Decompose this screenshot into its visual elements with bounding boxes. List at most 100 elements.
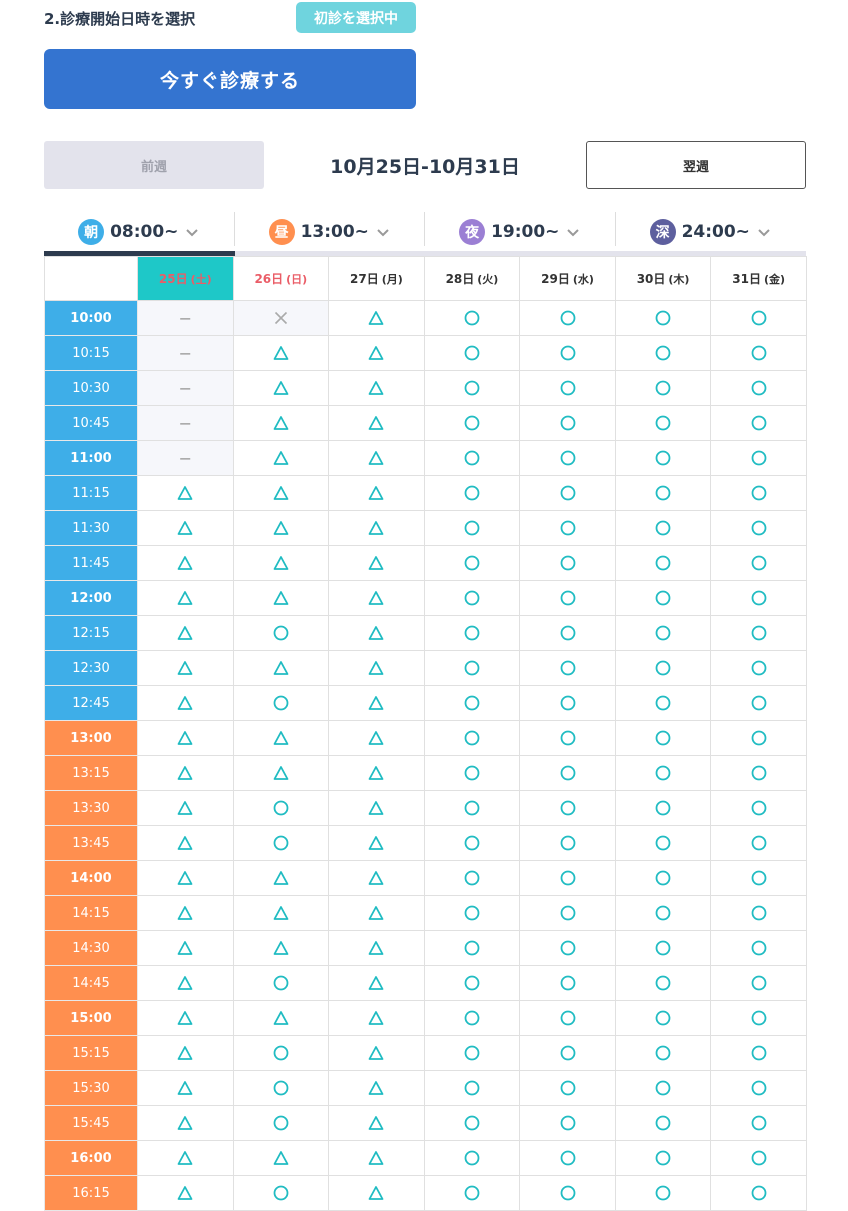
slot-cell[interactable] bbox=[423, 895, 521, 931]
slot-cell[interactable] bbox=[519, 1105, 616, 1141]
slot-cell[interactable] bbox=[423, 510, 521, 546]
slot-cell[interactable] bbox=[710, 335, 807, 371]
slot-cell[interactable] bbox=[232, 440, 330, 476]
slot-cell[interactable] bbox=[710, 1175, 807, 1211]
slot-cell[interactable] bbox=[519, 510, 616, 546]
slot-cell[interactable] bbox=[232, 860, 330, 896]
slot-cell[interactable] bbox=[328, 440, 425, 476]
slot-cell[interactable] bbox=[137, 685, 234, 721]
slot-cell[interactable] bbox=[519, 335, 616, 371]
slot-cell[interactable] bbox=[232, 930, 330, 966]
slot-cell[interactable] bbox=[614, 755, 712, 791]
slot-cell[interactable] bbox=[519, 965, 616, 1001]
slot-cell[interactable] bbox=[614, 510, 712, 546]
slot-cell[interactable] bbox=[423, 1140, 521, 1176]
slot-cell[interactable] bbox=[614, 965, 712, 1001]
slot-cell[interactable] bbox=[328, 685, 425, 721]
slot-cell[interactable] bbox=[137, 1000, 234, 1036]
slot-cell[interactable] bbox=[328, 755, 425, 791]
slot-cell[interactable] bbox=[614, 860, 712, 896]
slot-cell[interactable] bbox=[328, 720, 425, 756]
slot-cell[interactable] bbox=[137, 895, 234, 931]
slot-cell[interactable] bbox=[614, 825, 712, 861]
slot-cell[interactable] bbox=[137, 965, 234, 1001]
slot-cell[interactable] bbox=[328, 475, 425, 511]
slot-cell[interactable] bbox=[423, 405, 521, 441]
slot-cell[interactable] bbox=[328, 510, 425, 546]
slot-cell[interactable] bbox=[423, 825, 521, 861]
slot-cell[interactable] bbox=[232, 895, 330, 931]
slot-cell[interactable] bbox=[710, 1105, 807, 1141]
slot-cell[interactable] bbox=[710, 720, 807, 756]
slot-cell[interactable] bbox=[519, 440, 616, 476]
slot-cell[interactable] bbox=[614, 475, 712, 511]
slot-cell[interactable] bbox=[710, 545, 807, 581]
slot-cell[interactable] bbox=[328, 1175, 425, 1211]
slot-cell[interactable] bbox=[614, 300, 712, 336]
slot-cell[interactable] bbox=[710, 300, 807, 336]
slot-cell[interactable] bbox=[519, 720, 616, 756]
slot-cell[interactable] bbox=[232, 1105, 330, 1141]
slot-cell[interactable] bbox=[232, 965, 330, 1001]
slot-cell[interactable] bbox=[232, 510, 330, 546]
slot-cell[interactable] bbox=[710, 930, 807, 966]
slot-cell[interactable] bbox=[614, 720, 712, 756]
period-tab-3[interactable]: 夜 19:00~ bbox=[425, 208, 616, 256]
slot-cell[interactable] bbox=[232, 1000, 330, 1036]
slot-cell[interactable] bbox=[137, 650, 234, 686]
slot-cell[interactable] bbox=[614, 405, 712, 441]
slot-cell[interactable] bbox=[137, 1175, 234, 1211]
slot-cell[interactable] bbox=[519, 1035, 616, 1071]
prev-week-button[interactable]: 前週 bbox=[44, 141, 264, 189]
slot-cell[interactable] bbox=[232, 1175, 330, 1211]
slot-cell[interactable] bbox=[423, 1035, 521, 1071]
slot-cell[interactable] bbox=[423, 1175, 521, 1211]
slot-cell[interactable] bbox=[137, 930, 234, 966]
slot-cell[interactable] bbox=[137, 1035, 234, 1071]
slot-cell[interactable] bbox=[328, 1070, 425, 1106]
slot-cell[interactable] bbox=[328, 825, 425, 861]
slot-cell[interactable] bbox=[328, 545, 425, 581]
slot-cell[interactable] bbox=[328, 650, 425, 686]
slot-cell[interactable] bbox=[328, 1000, 425, 1036]
slot-cell[interactable] bbox=[137, 580, 234, 616]
slot-cell[interactable] bbox=[519, 1175, 616, 1211]
slot-cell[interactable] bbox=[232, 650, 330, 686]
slot-cell[interactable] bbox=[423, 580, 521, 616]
slot-cell[interactable] bbox=[328, 790, 425, 826]
slot-cell[interactable] bbox=[328, 405, 425, 441]
slot-cell[interactable] bbox=[232, 335, 330, 371]
slot-cell[interactable] bbox=[519, 895, 616, 931]
slot-cell[interactable] bbox=[328, 370, 425, 406]
slot-cell[interactable] bbox=[614, 685, 712, 721]
slot-cell[interactable] bbox=[328, 615, 425, 651]
slot-cell[interactable] bbox=[710, 650, 807, 686]
slot-cell[interactable] bbox=[328, 335, 425, 371]
slot-cell[interactable] bbox=[423, 335, 521, 371]
slot-cell[interactable] bbox=[614, 545, 712, 581]
slot-cell[interactable] bbox=[137, 720, 234, 756]
slot-cell[interactable] bbox=[328, 860, 425, 896]
slot-cell[interactable] bbox=[519, 405, 616, 441]
slot-cell[interactable] bbox=[232, 790, 330, 826]
slot-cell[interactable] bbox=[519, 545, 616, 581]
slot-cell[interactable] bbox=[137, 860, 234, 896]
slot-cell[interactable] bbox=[423, 1105, 521, 1141]
slot-cell[interactable] bbox=[232, 1070, 330, 1106]
slot-cell[interactable] bbox=[232, 825, 330, 861]
slot-cell[interactable] bbox=[519, 930, 616, 966]
slot-cell[interactable] bbox=[519, 685, 616, 721]
slot-cell[interactable] bbox=[232, 580, 330, 616]
slot-cell[interactable] bbox=[423, 1000, 521, 1036]
slot-cell[interactable] bbox=[710, 965, 807, 1001]
slot-cell[interactable] bbox=[614, 1035, 712, 1071]
slot-cell[interactable] bbox=[328, 1105, 425, 1141]
slot-cell[interactable] bbox=[710, 895, 807, 931]
slot-cell[interactable] bbox=[710, 825, 807, 861]
slot-cell[interactable] bbox=[423, 1070, 521, 1106]
slot-cell[interactable] bbox=[232, 370, 330, 406]
slot-cell[interactable] bbox=[519, 615, 616, 651]
slot-cell[interactable] bbox=[137, 510, 234, 546]
slot-cell[interactable] bbox=[614, 1175, 712, 1211]
slot-cell[interactable] bbox=[519, 475, 616, 511]
